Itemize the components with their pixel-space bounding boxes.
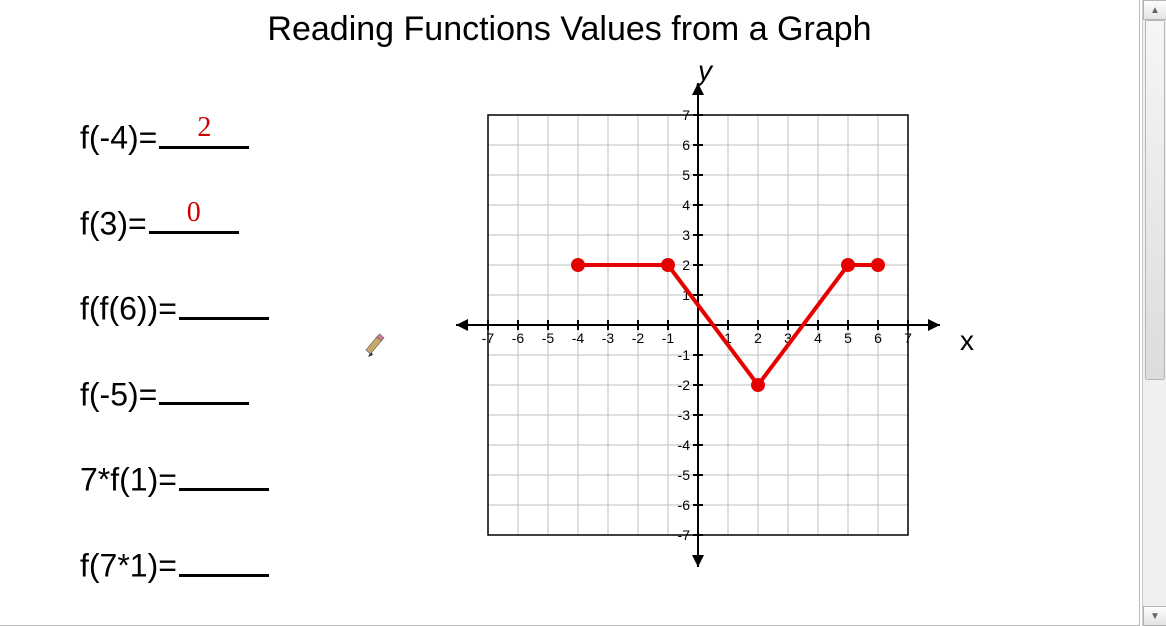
svg-text:-5: -5: [678, 467, 691, 483]
answer-blank[interactable]: 2: [159, 115, 249, 149]
svg-text:4: 4: [814, 330, 822, 346]
question-row: f(7*1)=: [80, 543, 420, 585]
question-expr: f(7*1)=: [80, 548, 177, 584]
svg-text:-7: -7: [482, 330, 495, 346]
svg-text:4: 4: [682, 197, 690, 213]
x-axis-label: x: [960, 325, 974, 357]
svg-text:2: 2: [682, 257, 690, 273]
svg-text:-6: -6: [678, 497, 691, 513]
answer-blank[interactable]: [179, 286, 269, 320]
answer-text: 0: [187, 197, 201, 229]
svg-text:-1: -1: [678, 347, 691, 363]
scroll-up-button[interactable]: ▲: [1143, 0, 1166, 20]
svg-text:-2: -2: [678, 377, 691, 393]
question-expr: f(f(6))=: [80, 291, 177, 327]
question-expr: 7*f(1)=: [80, 462, 177, 498]
svg-text:7: 7: [682, 107, 690, 123]
pencil-cursor-icon: [365, 330, 395, 360]
svg-text:-3: -3: [678, 407, 691, 423]
svg-text:3: 3: [682, 227, 690, 243]
svg-text:-5: -5: [542, 330, 555, 346]
svg-text:-1: -1: [662, 330, 675, 346]
question-expr: f(-5)=: [80, 376, 157, 412]
question-expr: f(3)=: [80, 205, 147, 241]
svg-text:2: 2: [754, 330, 762, 346]
y-axis-label: y: [698, 55, 712, 87]
svg-text:5: 5: [844, 330, 852, 346]
graph-area: y x -7-6-5-4-3-2-11234567-7-6-5-4-3-2-11…: [440, 55, 1000, 595]
scroll-thumb[interactable]: [1145, 20, 1165, 380]
answer-blank[interactable]: [179, 457, 269, 491]
question-row: f(3)=0: [80, 201, 420, 243]
svg-text:6: 6: [682, 137, 690, 153]
question-row: f(-5)=: [80, 372, 420, 414]
svg-text:7: 7: [904, 330, 912, 346]
svg-text:-2: -2: [632, 330, 645, 346]
svg-text:-4: -4: [572, 330, 585, 346]
answer-blank[interactable]: [159, 372, 249, 406]
answer-text: 2: [197, 112, 211, 144]
svg-text:-4: -4: [678, 437, 691, 453]
graph-svg: -7-6-5-4-3-2-11234567-7-6-5-4-3-2-112345…: [440, 55, 1000, 595]
scroll-down-button[interactable]: ▼: [1143, 606, 1166, 626]
question-expr: f(-4)=: [80, 120, 157, 156]
answer-blank[interactable]: [179, 543, 269, 577]
page-title: Reading Functions Values from a Graph: [0, 10, 1139, 49]
vertical-scrollbar[interactable]: ▲ ▼: [1142, 0, 1166, 626]
question-row: f(-4)= 2: [80, 115, 420, 157]
answer-blank[interactable]: 0: [149, 201, 239, 235]
question-row: f(f(6))=: [80, 286, 420, 328]
content-area: Reading Functions Values from a Graph f(…: [0, 0, 1140, 626]
question-row: 7*f(1)=: [80, 457, 420, 499]
svg-text:-3: -3: [602, 330, 615, 346]
svg-text:-6: -6: [512, 330, 525, 346]
svg-text:6: 6: [874, 330, 882, 346]
svg-text:-7: -7: [678, 527, 691, 543]
svg-text:5: 5: [682, 167, 690, 183]
question-list: f(-4)=2 f(3)=0 f(f(6))= f(-5)= 7*f(1)= f…: [80, 115, 420, 626]
